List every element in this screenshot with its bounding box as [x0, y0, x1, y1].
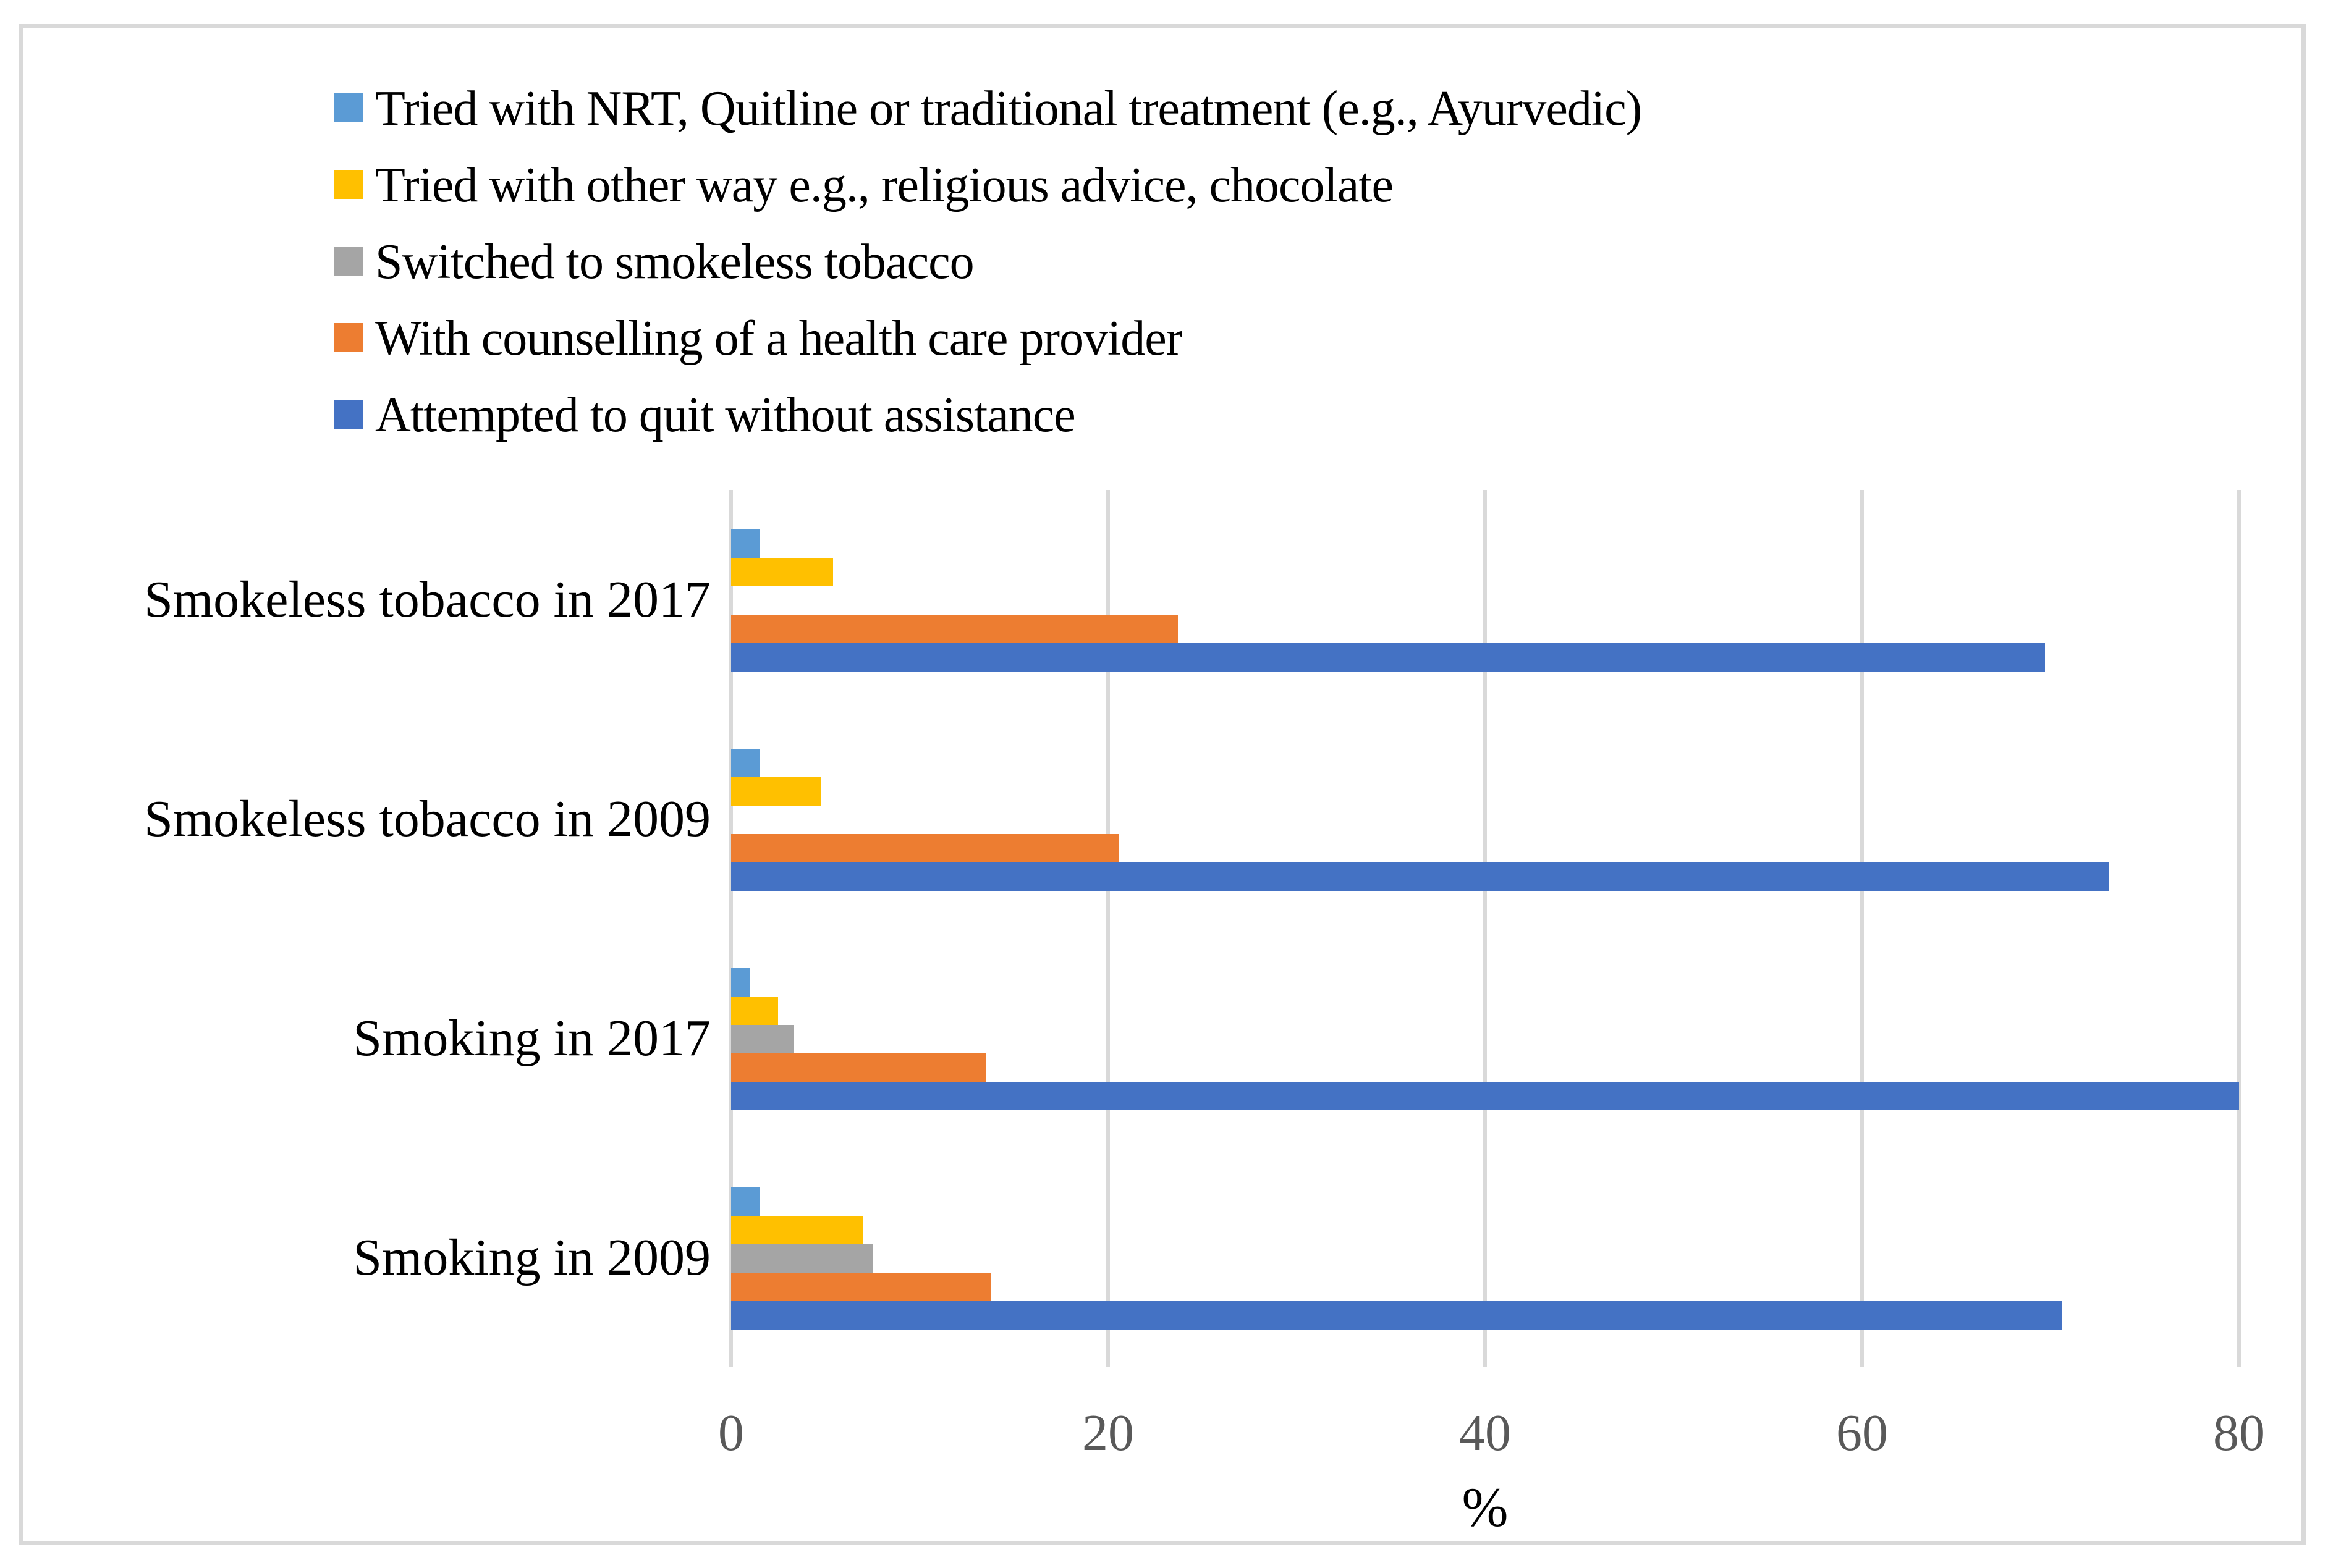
bar-series-3-cat-1 [731, 834, 1119, 862]
legend-label: With counselling of a health care provid… [375, 311, 1182, 366]
legend-label: Tried with NRT, Quitline or traditional … [375, 82, 1642, 136]
legend-entry: Switched to smokeless tobacco [334, 222, 1641, 299]
bar-series-3-cat-2 [731, 1053, 986, 1082]
x-tick-label: 80 [2213, 1404, 2265, 1462]
category-label: Smoking in 2017 [353, 1009, 711, 1067]
legend: Tried with NRT, Quitline or traditional … [334, 69, 1642, 452]
legend-swatch-icon [334, 93, 363, 122]
x-tick-label: 0 [718, 1404, 744, 1462]
gridline-x-80 [2237, 490, 2241, 1367]
x-axis-title: % [1462, 1477, 1509, 1538]
bar-series-4-cat-0 [731, 643, 2045, 672]
legend-label: Attempted to quit without assistance [375, 388, 1076, 442]
category-label: Smoking in 2009 [353, 1228, 711, 1286]
legend-entry: With counselling of a health care provid… [334, 299, 1641, 376]
category-label: Smokeless tobacco in 2009 [144, 790, 711, 848]
x-tick-label: 60 [1836, 1404, 1888, 1462]
legend-entry: Attempted to quit without assistance [334, 376, 1641, 452]
gridline-x-40 [1483, 490, 1487, 1367]
legend-label: Switched to smokeless tobacco [375, 235, 975, 289]
x-tick-label: 40 [1459, 1404, 1511, 1462]
category-label: Smokeless tobacco in 2017 [144, 570, 711, 628]
bar-series-3-cat-0 [731, 615, 1178, 643]
legend-swatch-icon [334, 322, 363, 352]
gridline-x-20 [1106, 490, 1110, 1367]
bar-series-3-cat-3 [731, 1273, 991, 1301]
bar-series-0-cat-1 [731, 749, 760, 777]
legend-swatch-icon [334, 246, 363, 276]
bar-series-4-cat-3 [731, 1301, 2062, 1330]
legend-entry: Tried with other way e.g., religious adv… [334, 146, 1641, 222]
legend-swatch-icon [334, 399, 363, 429]
bar-series-1-cat-3 [731, 1216, 863, 1244]
bar-series-2-cat-3 [731, 1244, 873, 1273]
bar-series-1-cat-2 [731, 997, 778, 1025]
legend-swatch-icon [334, 169, 363, 199]
gridline-x-0 [729, 490, 733, 1367]
bar-series-1-cat-1 [731, 777, 821, 806]
legend-entry: Tried with NRT, Quitline or traditional … [334, 69, 1642, 146]
x-tick-label: 20 [1082, 1404, 1134, 1462]
bar-series-0-cat-0 [731, 529, 760, 558]
gridline-x-60 [1860, 490, 1864, 1367]
bar-series-4-cat-2 [731, 1082, 2239, 1110]
legend-label: Tried with other way e.g., religious adv… [375, 158, 1394, 213]
bar-series-0-cat-2 [731, 968, 750, 997]
bar-series-0-cat-3 [731, 1187, 760, 1216]
bar-series-1-cat-0 [731, 558, 833, 586]
bar-series-4-cat-1 [731, 862, 2109, 891]
figure-border [19, 24, 2306, 1545]
bar-series-2-cat-2 [731, 1025, 794, 1053]
